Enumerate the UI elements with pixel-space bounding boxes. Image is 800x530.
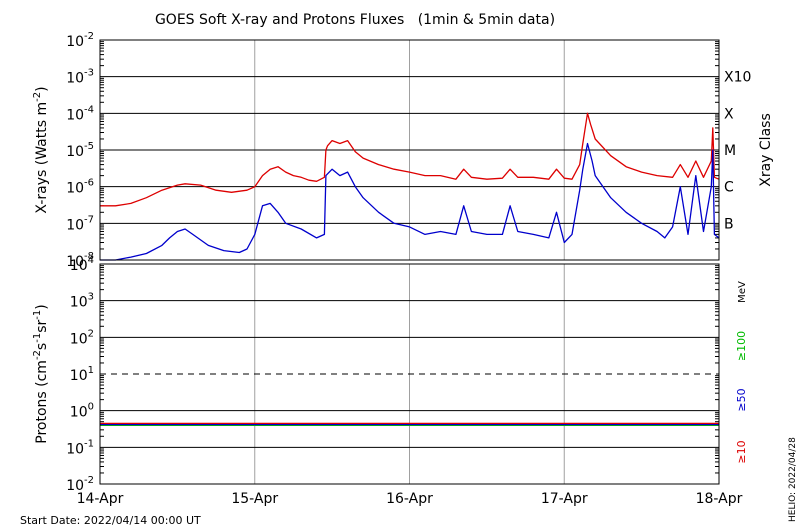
y-tick-label: 102: [70, 328, 94, 347]
x-tick-label: 18-Apr: [696, 491, 743, 507]
chart-title: GOES Soft X-ray and Protons Fluxes (1min…: [155, 12, 555, 28]
xray-class-label: M: [724, 143, 736, 159]
y-tick-label: 10-4: [66, 104, 94, 123]
y-tick-label: 10-8: [66, 251, 94, 270]
xray-class-label: B: [724, 216, 734, 232]
y-tick-label: 10-5: [66, 141, 94, 160]
xray-y-tick-labels: 10-8 10-7 10-6 10-5 10-4 10-3 10-2: [66, 31, 94, 270]
energy-channel-label: ≥100: [735, 331, 748, 361]
energy-channel-label: ≥50: [735, 388, 748, 411]
x-tick-label: 17-Apr: [541, 491, 588, 507]
x-tick-label: 14-Apr: [77, 491, 124, 507]
red-series-line: [100, 112, 720, 207]
proton-y-axis-label: Protons (cm-2s-1sr-1): [32, 304, 50, 443]
proton-data-lines: [100, 422, 719, 426]
y-tick-label: 10-6: [66, 178, 94, 197]
y-tick-label: 10-2: [66, 475, 94, 494]
xray-class-label: X: [724, 106, 734, 122]
generation-stamp: HELIO: 2022/04/28: [788, 437, 798, 522]
proton-panel: 10-2 10-1 100 101 102 103 104 MeV ≥100 ≥50 ≥10 P…: [32, 255, 748, 494]
proton-gridlines: [100, 264, 719, 484]
proton-y-tick-labels: 10-2 10-1 100 101 102 103 104: [66, 255, 94, 494]
y-tick-label: 104: [70, 255, 94, 274]
x-axis-tick-labels: 14-Apr 15-Apr 16-Apr 17-Apr 18-Apr: [77, 491, 743, 507]
y-tick-label: 100: [70, 402, 94, 421]
blue-series-line: [100, 142, 720, 261]
y-tick-label: 10-7: [66, 214, 94, 233]
xray-data-lines: [100, 112, 720, 261]
y-tick-label: 103: [70, 292, 94, 311]
y-tick-label: 10-1: [66, 438, 94, 457]
y-tick-label: 10-2: [66, 31, 94, 50]
xray-class-axis-title: Xray Class: [758, 113, 774, 187]
proton-unit-label: MeV: [737, 281, 748, 303]
xray-class-labels: B C M X X10: [724, 70, 751, 233]
start-date-label: Start Date: 2022/04/14 00:00 UT: [20, 514, 201, 527]
xray-class-label: X10: [724, 70, 751, 86]
proton-energy-labels: ≥100 ≥50 ≥10: [735, 331, 748, 464]
xray-class-label: C: [724, 180, 734, 196]
xray-y-axis-label: X-rays (Watts m-2): [32, 86, 50, 213]
y-tick-label: 101: [70, 365, 94, 384]
x-tick-label: 15-Apr: [231, 491, 278, 507]
proton-plot-frame: [99, 263, 720, 485]
energy-channel-label: ≥10: [735, 440, 748, 463]
y-tick-label: 10-3: [66, 68, 94, 87]
x-tick-label: 16-Apr: [386, 491, 433, 507]
xray-panel: 10-8 10-7 10-6 10-5 10-4 10-3 10-2 B C M X X10 Xra…: [32, 31, 774, 270]
xray-plot-frame: [99, 39, 720, 261]
